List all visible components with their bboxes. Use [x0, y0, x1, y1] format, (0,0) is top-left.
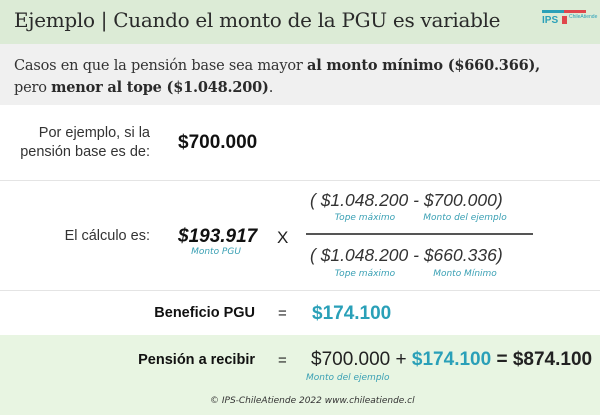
denominator: ( $1.048.200 - $660.336) [310, 245, 503, 265]
fraction-bar [306, 233, 533, 235]
base-caption: Monto del ejemplo [306, 373, 390, 383]
pgu-caption: Monto PGU [191, 247, 241, 257]
equals-sign: = [278, 352, 287, 369]
example-value: $700.000 [178, 132, 258, 153]
subtitle-text: Casos en que la pensión base sea mayor a… [14, 57, 540, 96]
page-title: Ejemplo | Cuando el monto de la PGU es v… [14, 8, 501, 32]
total-amount: $874.100 [512, 349, 593, 370]
times-sign: X [277, 228, 289, 247]
result-band [0, 335, 600, 415]
benefit-value: $174.100 [312, 303, 392, 324]
ips-chileatiende-logo: IPS ChileAtiende [542, 10, 597, 28]
subtitle-band [0, 44, 600, 105]
denominator-caption-2: Monto Mínimo [433, 269, 497, 279]
benefit-label: Beneficio PGU [154, 305, 255, 321]
equals-sign: = [278, 305, 287, 322]
header-band [0, 0, 600, 44]
calc-label: El cálculo es: [64, 228, 150, 244]
divider [0, 180, 600, 181]
pgu-amount: $174.100 [411, 349, 492, 370]
denominator-caption-1: Tope máximo [334, 269, 396, 279]
numerator: ( $1.048.200 - $700.000) [310, 190, 503, 210]
pgu-amount: $193.917 [178, 226, 258, 247]
example-label: Por ejemplo, si la pensión base es de: [20, 125, 150, 160]
footer-copyright: © IPS-ChileAtiende 2022 www.chileatiende… [210, 396, 415, 406]
numerator-caption-2: Monto del ejemplo [423, 213, 507, 223]
divider [0, 290, 600, 291]
base-amount: $700.000 [311, 349, 391, 370]
pension-label: Pensión a recibir [138, 352, 255, 368]
pension-formula: $700.000 + $174.100 = $874.100 [311, 349, 593, 370]
numerator-caption-1: Tope máximo [334, 213, 396, 223]
